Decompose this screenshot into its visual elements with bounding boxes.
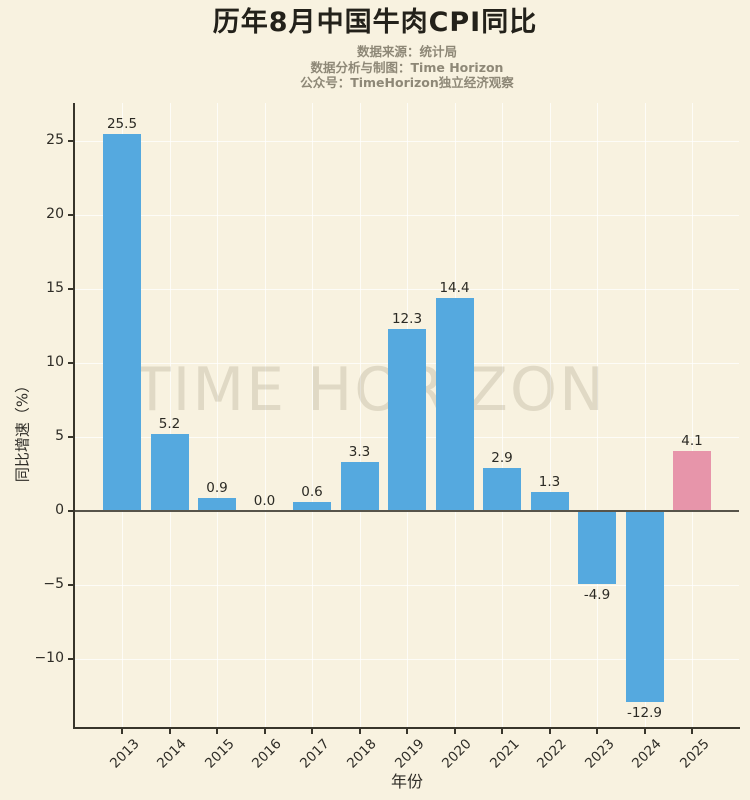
value-label-2014: 5.2 — [158, 416, 181, 433]
xtick-mark-2015 — [216, 727, 218, 734]
xtick-mark-2021 — [501, 727, 503, 734]
xtick-label-2013: 2013 — [106, 736, 143, 772]
watermark: TIME HORIZON — [133, 355, 607, 425]
value-label-2013: 25.5 — [106, 116, 138, 133]
ytick-label-15: 15 — [46, 280, 64, 297]
subtitle-source: 数据来源：统计局 — [356, 44, 457, 59]
ytick-mark--5 — [68, 584, 75, 586]
gridline-h-20 — [75, 215, 739, 217]
xtick-label-2021: 2021 — [486, 736, 523, 772]
xtick-label-2014: 2014 — [154, 736, 190, 772]
xtick-label-2022: 2022 — [534, 736, 570, 772]
xtick-mark-2017 — [311, 727, 313, 734]
gridline-h--5 — [75, 585, 739, 586]
subtitle-account: 公众号：TimeHorizon独立经济观察 — [300, 75, 514, 90]
xtick-label-2015: 2015 — [201, 736, 238, 772]
gridline-v-2024 — [644, 103, 646, 727]
y-axis-label: 同比增速（%） — [13, 377, 32, 483]
value-label-2019: 12.3 — [391, 311, 423, 328]
gridline-h--10 — [75, 659, 739, 660]
gridline-v-2015 — [217, 103, 218, 727]
gridline-v-2018 — [359, 103, 361, 727]
xtick-mark-2013 — [121, 727, 123, 734]
xtick-label-2023: 2023 — [581, 736, 618, 772]
xtick-mark-2022 — [548, 727, 551, 734]
gridline-v-2016 — [264, 103, 266, 727]
y-axis-spine — [73, 103, 75, 729]
ytick-mark--10 — [68, 658, 75, 660]
zero-line — [75, 510, 739, 513]
value-label-2025: 4.1 — [681, 432, 703, 449]
value-label-2015: 0.9 — [206, 479, 228, 496]
bar-2017 — [293, 502, 331, 512]
ytick-label--10: −10 — [34, 650, 64, 666]
xtick-mark-2018 — [358, 727, 361, 734]
gridline-h-25 — [75, 141, 739, 143]
xtick-label-2018: 2018 — [344, 736, 380, 772]
xtick-mark-2024 — [643, 727, 646, 734]
xtick-mark-2020 — [453, 727, 456, 734]
ytick-label-10: 10 — [46, 354, 64, 371]
value-label-2022: 1.3 — [538, 473, 561, 490]
gridline-h-15 — [75, 289, 739, 291]
value-label-2017: 0.6 — [301, 484, 323, 501]
bar-2020 — [435, 298, 474, 512]
bar-2019 — [388, 329, 426, 512]
chart-subtitle: 数据来源：统计局 数据分析与制图：Time Horizon 公众号：TimeHo… — [75, 44, 739, 91]
value-label-2024: -12.9 — [627, 704, 662, 721]
ytick-label-0: 0 — [55, 502, 64, 519]
ytick-mark-25 — [68, 140, 75, 143]
ytick-label-20: 20 — [46, 206, 64, 223]
value-label-2023: -4.9 — [583, 586, 611, 603]
xtick-label-2025: 2025 — [676, 736, 713, 772]
ytick-label-25: 25 — [46, 132, 64, 149]
value-label-2016: 0.0 — [253, 493, 276, 510]
gridline-v-2014 — [169, 103, 171, 727]
bar-2013 — [103, 134, 141, 512]
bar-2022 — [530, 491, 569, 512]
xtick-label-2020: 2020 — [439, 736, 475, 772]
gridline-v-2021 — [502, 103, 503, 727]
xtick-mark-2014 — [168, 727, 171, 734]
gridline-v-2025 — [692, 103, 693, 727]
xtick-label-2016: 2016 — [249, 736, 285, 772]
xtick-label-2024: 2024 — [629, 736, 665, 772]
bar-2014 — [150, 434, 189, 512]
xtick-mark-2019 — [406, 727, 408, 734]
ytick-mark-5 — [68, 436, 75, 439]
xtick-mark-2016 — [263, 727, 266, 734]
chart-title: 历年8月中国牛肉CPI同比 — [212, 7, 538, 38]
bar-2025 — [673, 450, 711, 512]
bar-2021 — [483, 468, 521, 512]
subtitle-credit: 数据分析与制图：Time Horizon — [310, 59, 504, 75]
ytick-mark-20 — [68, 214, 75, 217]
xtick-label-2017: 2017 — [296, 736, 333, 772]
bar-2023 — [578, 511, 616, 584]
value-label-2020: 14.4 — [439, 280, 470, 297]
ytick-mark-0 — [68, 510, 75, 513]
bar-2018 — [340, 462, 379, 512]
plot-area: TIME HORIZON 25.5 5.2 0.9 0.0 0.6 3.3 12.3 14.4… — [75, 103, 739, 727]
ytick-label-5: 5 — [55, 428, 64, 445]
gridline-v-2022 — [549, 103, 551, 727]
ytick-mark-10 — [68, 362, 75, 365]
xtick-label-2019: 2019 — [391, 736, 428, 772]
value-label-2021: 2.9 — [491, 450, 513, 467]
value-label-2018: 3.3 — [348, 444, 371, 461]
bar-2015 — [198, 497, 236, 512]
ytick-mark-15 — [68, 288, 75, 291]
gridline-v-2023 — [597, 103, 598, 727]
gridline-v-2017 — [312, 103, 313, 727]
xtick-mark-2025 — [691, 727, 693, 734]
bar-2024 — [625, 511, 664, 702]
ytick-label--5: −5 — [43, 576, 64, 592]
xtick-mark-2023 — [596, 727, 598, 734]
x-axis-label: 年份 — [390, 772, 423, 791]
